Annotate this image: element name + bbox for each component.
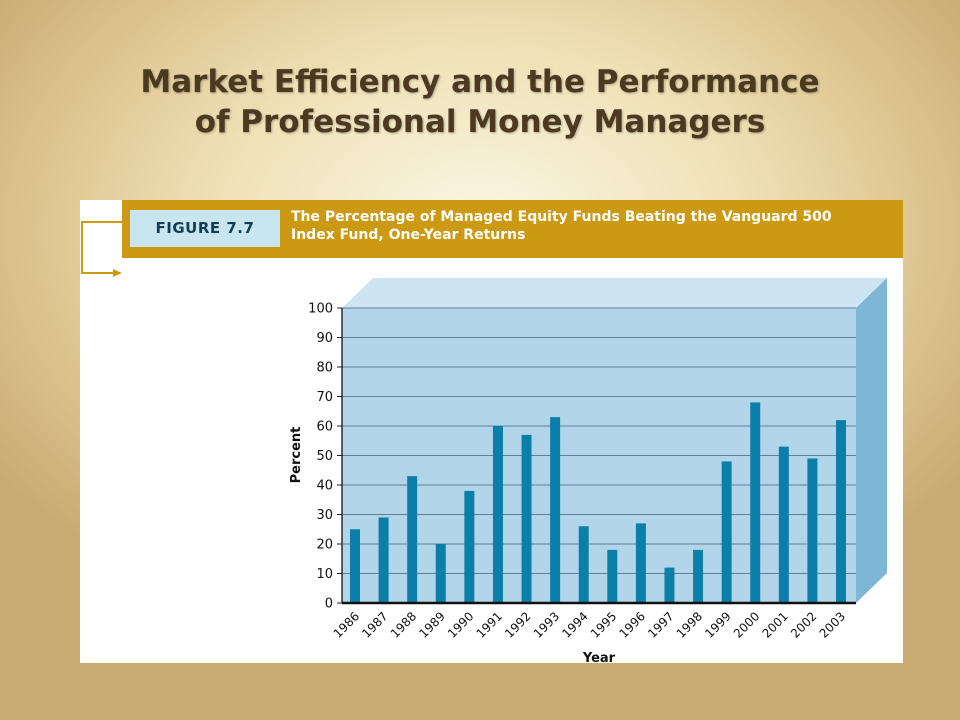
figure-caption-line-2: Index Fund, One-Year Returns <box>291 227 526 243</box>
x-tick-label: 2000 <box>731 609 762 640</box>
x-tick-label: 1993 <box>531 609 562 640</box>
bar <box>778 446 789 603</box>
bar <box>492 426 503 603</box>
x-tick-label: 1991 <box>474 609 505 640</box>
figure-panel: FIGURE 7.7 The Percentage of Managed Equ… <box>80 200 903 663</box>
x-tick-label: 1990 <box>445 609 476 640</box>
y-tick-label: 80 <box>316 361 333 376</box>
bar <box>407 476 418 603</box>
y-tick-label: 40 <box>316 479 333 494</box>
bar <box>464 490 475 603</box>
plot-top-face <box>342 278 887 308</box>
y-axis-label: Percent <box>289 427 304 484</box>
bar <box>664 567 675 603</box>
x-tick-label: 1986 <box>331 609 362 640</box>
slide-title-line-1: Market Efficiency and the Performance <box>140 64 820 100</box>
bar <box>750 402 761 603</box>
x-tick-label: 1992 <box>502 609 533 640</box>
x-tick-label: 1988 <box>388 609 419 640</box>
figure-badge: FIGURE 7.7 <box>130 210 280 247</box>
bar <box>607 549 618 603</box>
slide-title: Market Efficiency and the Performance of… <box>0 62 960 142</box>
bar <box>435 544 446 603</box>
figure-caption-line-1: The Percentage of Managed Equity Funds B… <box>291 209 832 225</box>
y-tick-label: 20 <box>316 538 333 553</box>
connector-arrow-icon <box>81 221 122 277</box>
bar <box>807 458 818 603</box>
x-tick-label: 1995 <box>588 609 619 640</box>
bar <box>721 461 732 603</box>
y-tick-label: 100 <box>308 302 333 317</box>
x-tick-label: 1999 <box>702 609 733 640</box>
x-tick-label: 1994 <box>559 609 590 640</box>
bar <box>578 526 589 603</box>
x-tick-label: 1998 <box>674 609 705 640</box>
plot-side-face <box>856 278 887 603</box>
bar <box>550 417 561 603</box>
y-tick-label: 70 <box>316 390 333 405</box>
bar <box>635 523 646 603</box>
x-tick-label: 1987 <box>359 609 390 640</box>
y-tick-label: 60 <box>316 420 333 435</box>
bar <box>836 420 846 603</box>
y-tick-label: 10 <box>316 567 333 582</box>
y-tick-label: 90 <box>316 331 333 346</box>
bar <box>521 434 532 603</box>
slide-title-line-2: of Professional Money Managers <box>194 104 766 140</box>
x-tick-label: 1997 <box>645 609 676 640</box>
x-tick-label: 2001 <box>759 609 790 640</box>
x-axis-label: Year <box>582 651 616 663</box>
x-tick-label: 1989 <box>416 609 447 640</box>
bar <box>350 529 360 603</box>
figure-header: FIGURE 7.7 The Percentage of Managed Equ… <box>122 200 903 258</box>
y-tick-label: 30 <box>316 508 333 523</box>
y-tick-label: 50 <box>316 449 333 464</box>
x-tick-label: 2003 <box>817 609 848 640</box>
x-tick-label: 1996 <box>617 609 648 640</box>
x-tick-label: 2002 <box>788 609 819 640</box>
figure-caption: The Percentage of Managed Equity Funds B… <box>291 208 891 244</box>
bar <box>693 549 704 603</box>
bar <box>378 517 389 603</box>
y-tick-label: 0 <box>325 597 333 612</box>
